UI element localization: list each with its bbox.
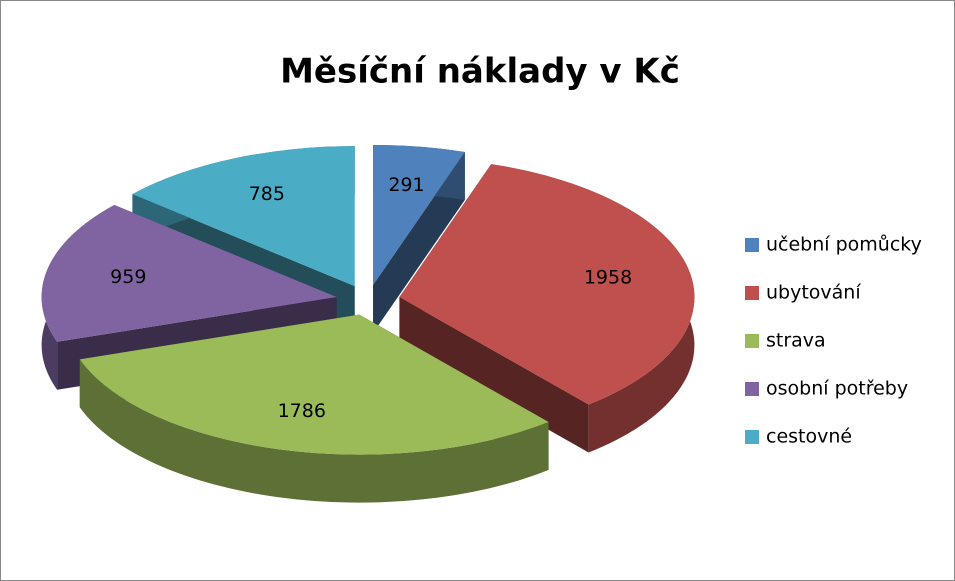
legend-swatch [745, 238, 759, 252]
data-label: 1786 [278, 400, 326, 422]
pie-slice-group [399, 164, 695, 453]
pie-slice [79, 314, 549, 455]
legend-swatch [745, 334, 759, 348]
legend-label: cestovné [766, 426, 852, 448]
pie-slice-group [79, 314, 549, 503]
data-label: 785 [249, 183, 285, 205]
pie-slice [399, 164, 695, 405]
data-label: 291 [388, 174, 424, 196]
legend-label: ubytování [766, 282, 861, 304]
legend-label: strava [766, 330, 826, 352]
pie-slice-group [373, 145, 465, 334]
slice-side [399, 297, 589, 453]
legend-swatch [745, 286, 759, 300]
pie-slice [41, 205, 337, 342]
pie-slice [373, 145, 465, 286]
slice-rim [79, 359, 549, 503]
pie-slice [132, 146, 355, 287]
legend-swatch [745, 430, 759, 444]
chart-title: Měsíční náklady v Kč [280, 52, 680, 92]
legend-label: učební pomůcky [766, 234, 922, 256]
legend-swatch [745, 382, 759, 396]
slice-side [373, 151, 465, 334]
legend-label: osobní potřeby [766, 378, 908, 400]
data-label: 1958 [584, 267, 632, 289]
data-label: 959 [110, 266, 146, 288]
